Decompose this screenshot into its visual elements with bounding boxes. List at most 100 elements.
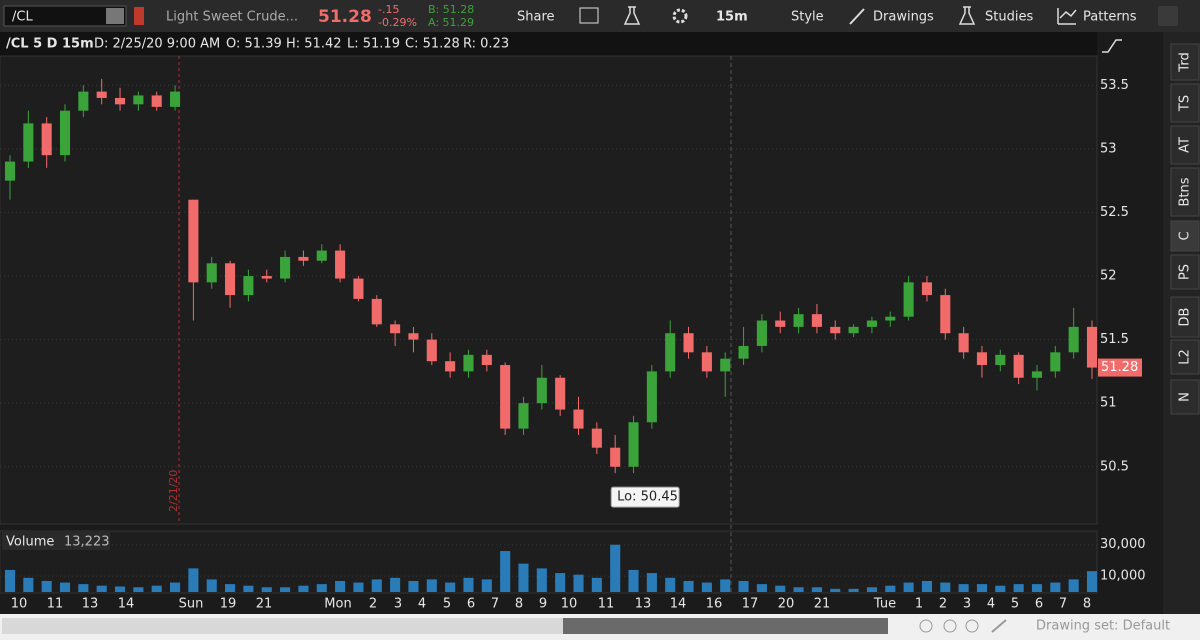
volume-bar [371,579,382,592]
drawing-set[interactable]: Drawing set: Default [1036,619,1170,634]
low-label: Lo: 50.45 [617,490,678,505]
side-tab[interactable] [1170,125,1200,165]
candle-body [1050,352,1061,372]
volume-bar [995,585,1006,592]
y-tick-label: 50.5 [1100,459,1129,474]
x-tick-label: 2 [369,597,377,612]
volume-label-box [2,532,110,550]
scroll-thumb[interactable] [563,618,888,634]
candle-body [445,361,456,372]
volume-bar [353,582,364,592]
volume-bar [646,573,657,592]
volume-tick-label: 10,000 [1100,569,1146,584]
volume-bar [866,587,877,592]
volume-bar [481,579,492,592]
volume-bar [665,577,676,592]
symbol-input[interactable] [3,5,127,27]
side-tab-label: PS [1178,264,1193,280]
candle-body [243,276,254,296]
share-button[interactable]: Share [517,10,555,25]
candle-body [353,278,364,299]
x-tick-label: 14 [670,597,687,612]
volume-bar [518,563,529,592]
candle-body [811,314,822,327]
volume-bar [280,587,291,592]
side-tab[interactable] [1170,379,1200,415]
net-change-percent: -0.29% [378,16,417,29]
price-pane [0,55,1098,525]
candle-body [555,377,566,410]
side-tab[interactable] [1170,339,1200,375]
studies-icon [958,6,976,25]
candle-body [371,298,382,325]
volume-bar [4,569,16,592]
settings-icon[interactable] [672,8,688,24]
candle-body [500,365,511,429]
draw-icon[interactable] [991,619,1007,633]
volume-bar [133,587,144,592]
candle-body [573,409,584,429]
zoom-in-icon[interactable] [943,619,957,633]
symbol-dropdown[interactable] [106,8,124,24]
side-tab[interactable] [1170,220,1200,252]
candle-body [628,422,639,467]
low-label-box [610,486,680,508]
zoom-icon[interactable] [919,619,933,633]
volume-bar [445,582,456,592]
flask-icon[interactable] [623,6,641,25]
y-tick-label: 52 [1100,269,1117,284]
side-tab[interactable] [1170,43,1200,81]
x-tick-label: 17 [742,597,759,612]
volume-bar [628,569,639,592]
volume-bar [591,577,602,592]
header-open: O: 51.39 [226,37,282,52]
net-change: -.15 [378,3,399,16]
side-tab[interactable] [1170,296,1200,338]
x-tick-label: 19 [220,597,237,612]
volume-bar [335,580,346,592]
drawings-button[interactable]: Drawings [873,10,934,25]
volume-bar [206,579,217,592]
x-tick-label: 4 [987,597,995,612]
patterns-button[interactable]: Patterns [1083,10,1137,25]
volume-bar [610,544,621,592]
volume-bar [793,587,804,592]
last-price-tag [1098,358,1142,377]
volume-bar [921,580,932,592]
volume-bar [41,580,52,592]
studies-button[interactable]: Studies [985,10,1033,25]
interval[interactable]: 15m [716,10,748,25]
volume-bar [1013,584,1024,592]
volume-bar [756,584,767,592]
notes-icon[interactable] [579,7,599,24]
chart-header [0,32,1097,56]
side-tab[interactable] [1170,254,1200,290]
candle-body [738,345,749,359]
description: Light Sweet Crude... [166,10,298,25]
date-marker: 2/21/20 [167,470,180,512]
side-tab[interactable] [1170,167,1200,217]
side-tab[interactable] [1170,83,1200,123]
link-indicator[interactable] [134,7,144,25]
candle-body [481,354,492,366]
candle-body [518,403,529,429]
candle-body [1086,326,1098,368]
candle-body [536,377,547,404]
menu-button[interactable] [1158,6,1178,26]
candle-body [1013,354,1024,378]
x-tick-label: 21 [256,597,273,612]
volume-bar [940,582,951,592]
candle-body [848,326,859,334]
candle-body [756,320,767,346]
candle-body [133,95,144,105]
style-button[interactable]: Style [791,10,824,25]
volume-bar [114,586,126,592]
header-symbol: /CL 5 D 15m [6,37,94,52]
volume-bar [1031,584,1043,592]
header-high: H: 51.42 [286,37,342,52]
patterns-icon [1057,8,1077,25]
volume-bar [500,551,511,592]
x-tick-label: 16 [706,597,723,612]
chart-style-icon[interactable] [1102,39,1122,53]
zoom-out-icon[interactable] [965,619,979,633]
